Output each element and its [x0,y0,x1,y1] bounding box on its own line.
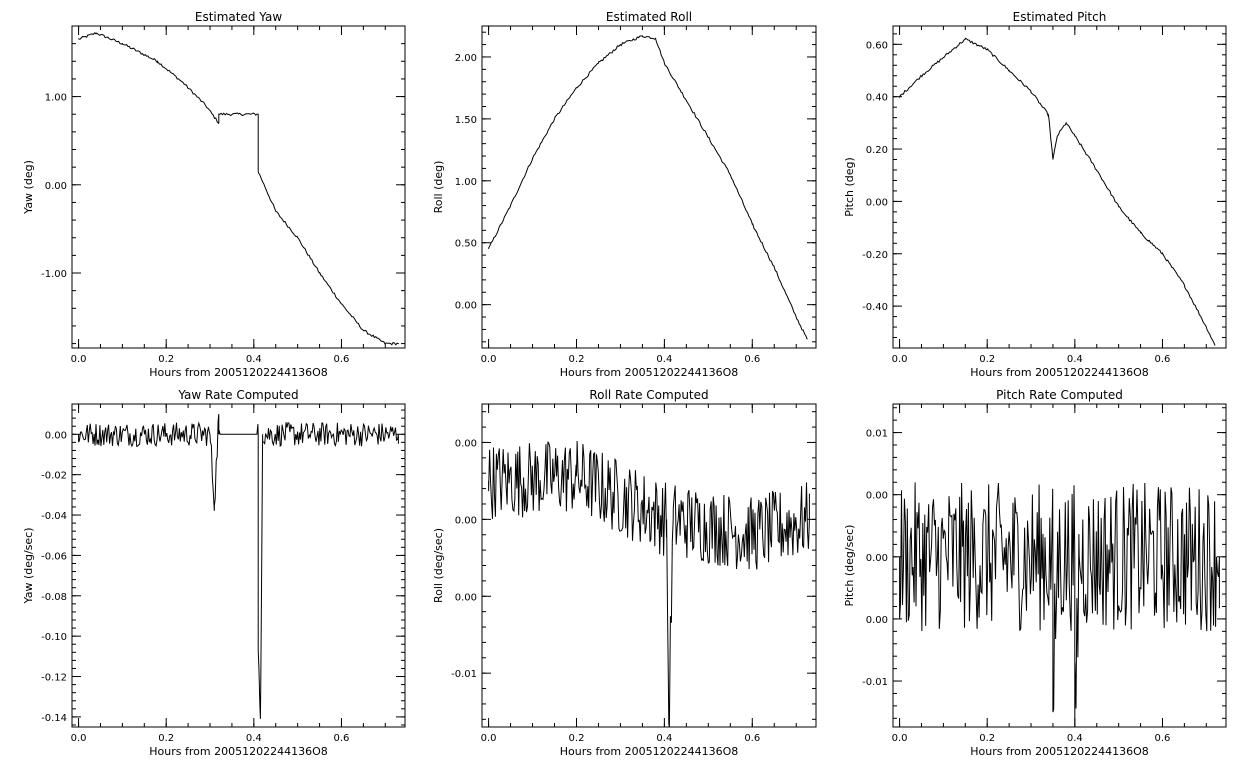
x-axis-label: Hours from 20051202244136O8 [149,745,327,758]
y-tick-label: 0.00 [455,301,477,312]
yaw-series-line [78,32,399,346]
x-tick-label: 0.4 [1067,354,1083,365]
x-tick-label: 0.6 [744,354,760,365]
y-tick-label: -0.40 [862,302,888,313]
x-axis-label: Hours from 20051202244136O8 [970,745,1148,758]
x-tick-label: 0.0 [892,354,908,365]
x-tick-label: 0.2 [569,733,585,744]
plot-title: Pitch Rate Computed [996,388,1123,402]
plot-title: Yaw Rate Computed [177,388,298,402]
y-tick-label: 0.40 [866,93,888,104]
x-tick-label: 0.4 [246,733,262,744]
x-tick-label: 0.0 [481,733,497,744]
x-axis-label: Hours from 20051202244136O8 [560,366,738,379]
x-tick-label: 0.4 [1067,733,1083,744]
plot-frame [71,403,406,728]
pitch-panel: Estimated Pitch Hours from 20051202244136… [843,10,1227,379]
y-axis-label: Pitch (deg/sec) [843,525,856,607]
y-axis-label: Yaw (deg) [22,160,35,215]
y-tick-label: -0.02 [41,471,67,482]
y-tick-label: 0.20 [866,145,888,156]
plot-title: Roll Rate Computed [589,388,708,402]
y-tick-label: -0.20 [862,250,888,261]
x-tick-label: 0.2 [158,733,174,744]
x-tick-label: 0.2 [569,354,585,365]
x-tick-label: 0.2 [979,354,995,365]
y-tick-label: 0.00 [455,515,477,526]
y-tick-label: 0.00 [45,181,67,192]
y-tick-label: 0.60 [866,40,888,51]
plot-title: Estimated Pitch [1013,10,1107,24]
plot-title: Estimated Roll [606,10,692,24]
plot-frame [892,403,1227,728]
y-tick-label: 1.50 [455,115,477,126]
y-tick-label: 2.00 [455,53,477,64]
x-tick-label: 0.2 [979,733,995,744]
plot-frame [71,25,406,349]
x-axis-label: Hours from 20051202244136O8 [970,366,1148,379]
y-axis-label: Roll (deg) [432,161,445,214]
yaw-panel: Estimated Yaw Hours from 20051202244136O8… [22,10,406,379]
y-tick-label: 1.00 [45,93,67,104]
y-tick-label: -1.00 [41,269,67,280]
y-tick-label: 0.00 [866,197,888,208]
x-tick-label: 0.0 [892,733,908,744]
plot-frame [892,25,1227,349]
y-tick-label: 1.00 [455,177,477,188]
x-tick-label: 0.6 [1155,733,1171,744]
plot-frame [481,25,817,349]
y-tick-label: -0.14 [41,713,67,724]
yawrate-panel: Yaw Rate Computed Hours from 200512022441… [22,388,406,758]
y-tick-label: 0.01 [866,429,888,440]
yawrate-series-line [78,414,399,719]
x-tick-label: 0.2 [158,354,174,365]
y-tick-label: 0.00 [866,615,888,626]
roll-panel: Estimated Roll Hours from 20051202244136O… [432,10,817,379]
y-tick-label: -0.06 [41,551,67,562]
y-tick-label: -0.01 [451,669,477,680]
pitchrate-panel: Pitch Rate Computed Hours from 2005120224… [843,388,1227,758]
x-tick-label: 0.6 [334,733,350,744]
y-axis-label: Yaw (deg/sec) [22,527,35,604]
y-tick-label: -0.01 [862,677,888,688]
rollrate-panel: Roll Rate Computed Hours from 20051202244… [432,388,817,758]
roll-series-line [488,35,808,340]
rollrate-series-line [488,440,810,728]
x-tick-label: 0.4 [656,354,672,365]
pitchrate-series-line [899,482,1220,725]
y-axis-label: Pitch (deg) [843,157,856,217]
y-tick-label: 0.00 [866,553,888,564]
x-tick-label: 0.4 [246,354,262,365]
y-axis-label: Roll (deg/sec) [432,528,445,603]
x-tick-label: 0.0 [71,733,87,744]
x-axis-label: Hours from 20051202244136O8 [560,745,738,758]
x-tick-label: 0.6 [1155,354,1171,365]
y-tick-label: 0.00 [455,438,477,449]
y-tick-label: -0.08 [41,592,67,603]
plot-title: Estimated Yaw [195,10,282,24]
x-tick-label: 0.0 [481,354,497,365]
plot-frame [481,403,817,728]
x-tick-label: 0.6 [334,354,350,365]
y-tick-label: 0.50 [455,239,477,250]
y-tick-label: -0.04 [41,511,67,522]
y-tick-label: -0.12 [41,673,67,684]
x-tick-label: 0.4 [656,733,672,744]
y-tick-label: 0.00 [455,592,477,603]
pitch-series-line [899,37,1216,346]
y-tick-label: -0.10 [41,632,67,643]
x-tick-label: 0.0 [71,354,87,365]
y-tick-label: 0.00 [866,491,888,502]
x-axis-label: Hours from 20051202244136O8 [149,366,327,379]
y-tick-label: 0.00 [45,430,67,441]
x-tick-label: 0.6 [744,733,760,744]
